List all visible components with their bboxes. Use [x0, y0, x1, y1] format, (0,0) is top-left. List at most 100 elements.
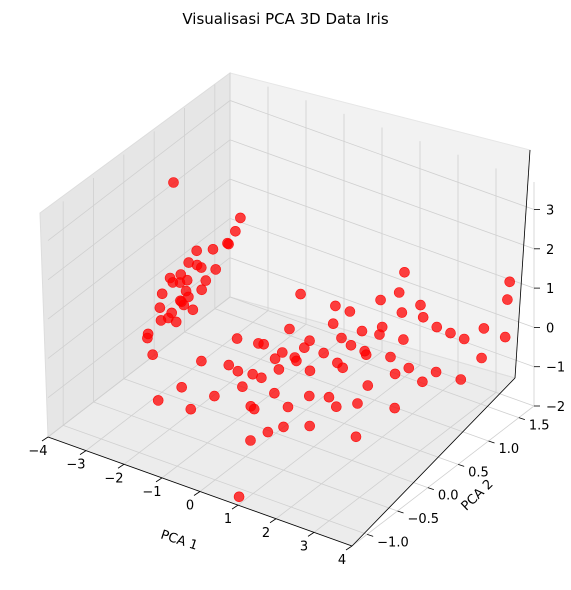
scatter-point [231, 333, 243, 344]
x-tick-label: 1 [224, 512, 232, 527]
scatter-point [502, 294, 513, 305]
scatter-point [232, 365, 244, 377]
scatter-point [152, 395, 164, 406]
y-axis-line [351, 377, 516, 547]
z-tick-label: 3 [546, 204, 554, 219]
y-tick-mark [427, 487, 434, 491]
scatter-points [142, 177, 516, 503]
y-tick-label: 0.0 [438, 489, 459, 504]
scatter-point [352, 398, 363, 409]
y-tick-label: 0.5 [468, 465, 489, 480]
scatter-point [209, 390, 220, 402]
scatter-point [403, 362, 415, 374]
scatter-point [337, 362, 349, 374]
scatter-point [196, 262, 207, 273]
y-tick-label: −0.5 [408, 512, 440, 527]
scatter-point [175, 295, 186, 307]
scatter-point [356, 325, 368, 337]
scatter-point [396, 307, 408, 318]
scatter-point [196, 284, 207, 296]
scatter-point [156, 288, 168, 300]
scatter-point [200, 275, 212, 286]
y-tick-label: 1.0 [499, 442, 520, 457]
scatter-point [344, 306, 356, 317]
scatter-point [155, 315, 167, 326]
scatter-point [350, 431, 362, 443]
chart-title: Visualisasi PCA 3D Data Iris [182, 10, 388, 28]
scatter-point [499, 331, 511, 343]
scatter-point [303, 390, 315, 402]
scatter-point [318, 347, 330, 359]
scatter-point [168, 177, 179, 188]
x-tick-label: −1 [142, 485, 161, 500]
x-tick-mark [269, 518, 277, 524]
x-tick-mark [193, 491, 201, 496]
x-tick-label: 2 [262, 526, 270, 541]
scatter-point [295, 288, 306, 300]
scatter-point [415, 299, 426, 311]
scatter-point [385, 351, 396, 363]
scatter-point [170, 316, 182, 328]
scatter-point [210, 264, 221, 275]
scatter-point [304, 365, 316, 377]
scatter-point [262, 426, 274, 438]
y-tick-mark [397, 510, 404, 514]
x-tick-mark [117, 463, 125, 469]
scatter-point [389, 368, 401, 380]
scatter-point [336, 332, 347, 344]
scatter-point [164, 272, 176, 284]
z-tick-label: 0 [546, 321, 554, 336]
scatter-point [187, 304, 199, 316]
x-tick-mark [345, 545, 353, 551]
scatter-point [298, 342, 310, 354]
scatter-point [399, 266, 410, 278]
z-tick-label: −1 [546, 361, 565, 376]
scatter-point [455, 374, 467, 385]
scatter-point [282, 401, 294, 413]
z-gridline [47, 217, 535, 359]
scatter-point [476, 352, 487, 364]
scatter-point [276, 347, 288, 358]
x-tick-labels: −4 −3 −2 −1 0 1 2 3 4 [28, 436, 353, 568]
y-tick-label: −1.0 [377, 535, 409, 550]
scatter-point [431, 321, 443, 333]
scatter-point [185, 403, 197, 415]
scatter-point [180, 285, 192, 297]
scatter-point [330, 401, 342, 413]
y-tick-mark [488, 440, 495, 444]
scatter-point [289, 352, 301, 363]
scatter-point [284, 323, 295, 335]
scatter-point [389, 402, 401, 414]
scatter-point [430, 366, 442, 378]
scatter-point [417, 311, 429, 323]
scatter-point [393, 287, 405, 298]
z-tick-labels: −2 −1 0 1 2 3 [534, 204, 565, 415]
scatter-point [478, 323, 490, 334]
scatter-point [196, 355, 207, 367]
x-tick-label: 4 [338, 553, 346, 568]
x-tick-mark [155, 477, 163, 483]
x-tick-label: −3 [66, 458, 85, 473]
scatter-point [237, 381, 248, 393]
scatter-point [191, 245, 202, 257]
scatter-point [398, 334, 409, 345]
scatter-point [176, 381, 187, 393]
scatter-point [269, 353, 281, 365]
scatter-point [362, 380, 374, 391]
scatter-point [273, 364, 285, 375]
scatter-point [247, 368, 258, 380]
scatter-point [235, 212, 246, 224]
y-tick-mark [458, 463, 465, 467]
y-tick-label: 1.5 [529, 419, 550, 434]
y-tick-mark [518, 417, 525, 421]
z-tick-label: 1 [546, 282, 554, 297]
scatter-point [417, 376, 428, 388]
axes-3d: −4 −3 −2 −1 0 1 2 3 4 −1.0 −0.5 0.0 0.5 1.0 1.5 −2 −1 0… [28, 72, 565, 568]
scatter-point [445, 327, 456, 339]
scatter-point [304, 420, 316, 432]
scatter-point [233, 491, 245, 503]
x-tick-mark [231, 504, 239, 510]
scatter-point [374, 329, 385, 340]
x-tick-label: 3 [300, 539, 308, 554]
scatter-point [147, 349, 158, 361]
